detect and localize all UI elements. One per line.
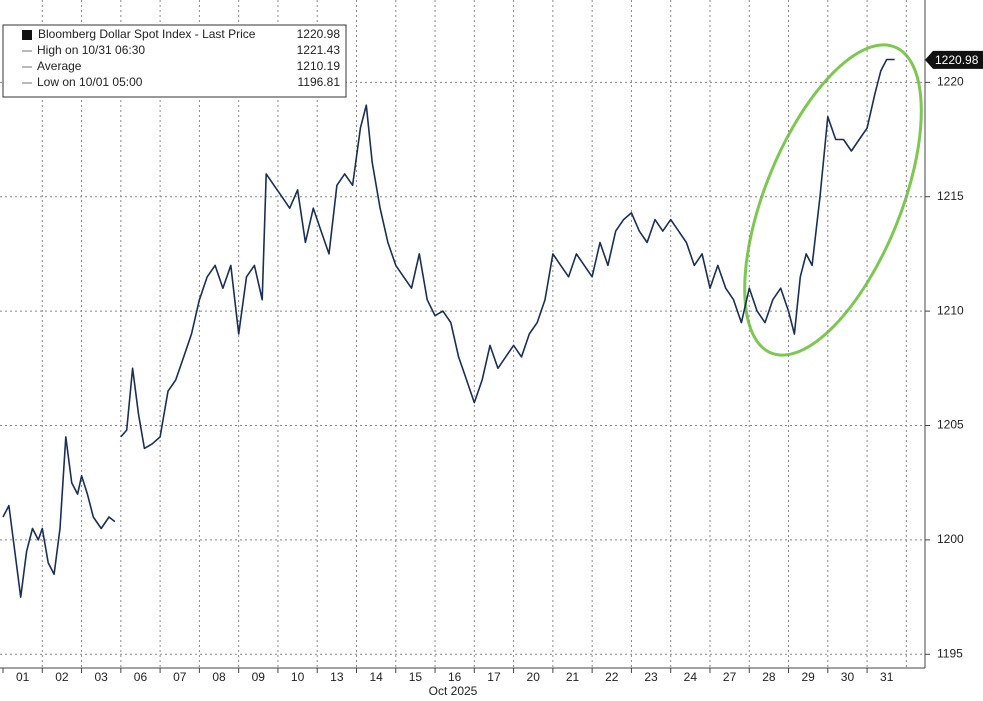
price-line <box>2 58 895 598</box>
x-tick-label: 17 <box>487 670 501 684</box>
x-tick-label: 24 <box>684 670 698 684</box>
x-tick-label: 02 <box>55 670 69 684</box>
y-tick-label: 1200 <box>937 532 964 546</box>
x-tick-label: 08 <box>212 670 226 684</box>
last-price-tag <box>925 50 983 69</box>
x-tick-label: 14 <box>369 670 383 684</box>
x-tick-label: 23 <box>644 670 658 684</box>
legend-label: Average <box>37 59 82 73</box>
legend-swatch <box>22 30 32 40</box>
x-tick-label: 31 <box>880 670 894 684</box>
y-tick-label: 1195 <box>937 646 963 660</box>
x-tick-label: 07 <box>173 670 187 684</box>
x-tick-label: 13 <box>330 670 344 684</box>
y-tick-label: 1215 <box>937 189 964 203</box>
x-tick-label: 10 <box>291 670 305 684</box>
x-tick-label: 28 <box>762 670 776 684</box>
x-tick-label: 09 <box>252 670 266 684</box>
legend-label: Low on 10/01 05:00 <box>37 75 143 89</box>
x-tick-label: 03 <box>95 670 109 684</box>
legend-label: High on 10/31 06:30 <box>37 43 145 57</box>
legend-box <box>2 24 347 98</box>
legend-value: 1196.81 <box>298 75 341 89</box>
x-tick-label: 16 <box>448 670 462 684</box>
x-axis-label: Oct 2025 <box>429 684 478 698</box>
x-tick-label: 27 <box>723 670 737 684</box>
x-tick-label: 29 <box>801 670 815 684</box>
x-tick-label: 06 <box>134 670 148 684</box>
highlight-ellipse <box>743 43 923 357</box>
y-tick-label: 1210 <box>937 303 964 317</box>
x-tick-label: 20 <box>527 670 541 684</box>
legend-value: 1210.19 <box>297 59 341 73</box>
last-price-label: 1220.98 <box>935 53 979 67</box>
x-tick-label: 21 <box>566 670 580 684</box>
legend-label: Bloomberg Dollar Spot Index - Last Price <box>38 27 256 41</box>
x-tick-label: 15 <box>409 670 423 684</box>
x-tick-label: 01 <box>16 670 30 684</box>
legend-value: 1221.43 <box>297 43 341 57</box>
y-tick-label: 1220 <box>937 75 964 89</box>
x-tick-label: 22 <box>605 670 619 684</box>
y-tick-label: 1205 <box>937 418 964 432</box>
legend-value: 1220.98 <box>297 27 341 41</box>
x-tick-label: 30 <box>841 670 855 684</box>
